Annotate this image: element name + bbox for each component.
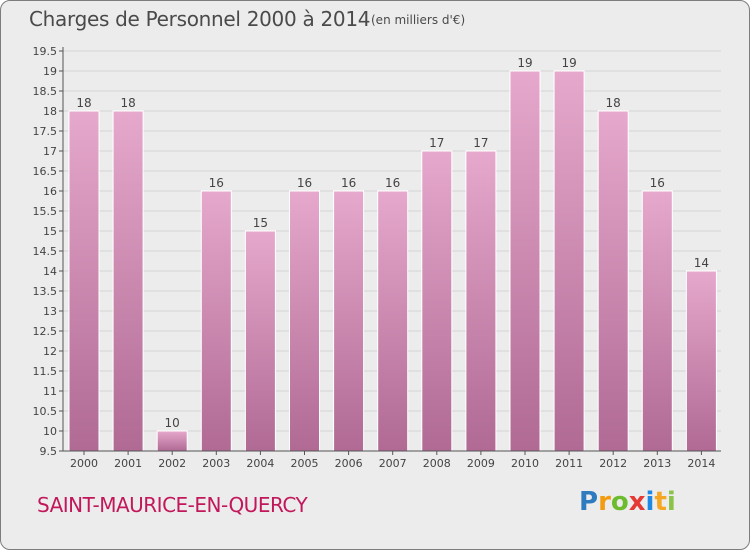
bar xyxy=(68,110,100,452)
bar xyxy=(685,270,717,452)
data-label: 14 xyxy=(694,256,709,270)
logo-letter: i xyxy=(645,487,655,517)
bars: 18 18 10 16 15 16 16 16 17 17 19 19 18 16 14 xyxy=(68,56,717,452)
data-label: 16 xyxy=(209,176,224,190)
bar xyxy=(641,190,673,452)
bar xyxy=(200,190,232,452)
x-tick-label: 2005 xyxy=(291,457,319,470)
bar xyxy=(553,70,585,452)
x-tick-label: 2007 xyxy=(379,457,407,470)
y-tick-label: 12.5 xyxy=(33,325,58,338)
axes: 9.5 10 10.5 11 11.5 12 12.5 13 13.5 14 14.5 15 15.5 1… xyxy=(33,45,721,470)
y-tick-label: 9.5 xyxy=(40,445,58,458)
logo-letter: t xyxy=(654,487,667,517)
y-tick-label: 10.5 xyxy=(33,405,58,418)
x-tick-label: 2011 xyxy=(555,457,583,470)
y-tick-label: 17 xyxy=(43,145,57,158)
bar xyxy=(244,230,276,452)
logo-letter: o xyxy=(610,487,629,517)
y-tick-label: 13 xyxy=(43,305,57,318)
x-tick-label: 2001 xyxy=(114,457,142,470)
bar xyxy=(465,150,497,452)
chart-subtitle: (en milliers d'€) xyxy=(371,13,466,27)
data-label: 16 xyxy=(650,176,665,190)
bar xyxy=(333,190,365,452)
data-label: 10 xyxy=(165,416,180,430)
y-tick-label: 18 xyxy=(43,105,57,118)
bar xyxy=(377,190,409,452)
x-tick-label: 2006 xyxy=(335,457,363,470)
x-tick-label: 2003 xyxy=(202,457,230,470)
bar xyxy=(156,430,188,452)
x-tick-label: 2014 xyxy=(687,457,715,470)
data-label: 18 xyxy=(76,96,91,110)
y-tick-label: 15 xyxy=(43,225,57,238)
y-tick-label: 11 xyxy=(43,385,57,398)
bar xyxy=(112,110,144,452)
y-tick-label: 18.5 xyxy=(33,85,58,98)
data-label: 15 xyxy=(253,216,268,230)
y-tick-label: 15.5 xyxy=(33,205,58,218)
y-tick-label: 17.5 xyxy=(33,125,58,138)
data-label: 18 xyxy=(606,96,621,110)
data-label: 17 xyxy=(473,136,488,150)
logo-letter: P xyxy=(579,487,599,517)
y-tick-label: 10 xyxy=(43,425,57,438)
x-tick-label: 2002 xyxy=(158,457,186,470)
y-tick-label: 14.5 xyxy=(33,245,58,258)
x-tick-label: 2000 xyxy=(70,457,98,470)
x-tick-label: 2010 xyxy=(511,457,539,470)
bar xyxy=(289,190,320,452)
x-tick-label: 2009 xyxy=(467,457,495,470)
y-tick-label: 16.5 xyxy=(33,165,58,178)
data-label: 19 xyxy=(517,56,532,70)
commune-name: SAINT-MAURICE-EN-QUERCY xyxy=(37,493,308,517)
proxiti-logo[interactable]: Proxiti xyxy=(579,487,676,517)
x-tick-label: 2012 xyxy=(599,457,627,470)
x-tick-label: 2004 xyxy=(246,457,274,470)
x-tick-label: 2013 xyxy=(643,457,671,470)
data-label: 19 xyxy=(561,56,576,70)
y-tick-label: 19 xyxy=(43,65,57,78)
y-tick-label: 14 xyxy=(43,265,57,278)
data-label: 16 xyxy=(297,176,312,190)
data-label: 16 xyxy=(341,176,356,190)
bar xyxy=(421,150,453,452)
chart-title: Charges de Personnel 2000 à 2014 xyxy=(29,7,371,31)
data-label: 16 xyxy=(385,176,400,190)
data-label: 18 xyxy=(120,96,135,110)
logo-letter: i xyxy=(666,487,676,517)
bar xyxy=(597,110,629,452)
y-tick-label: 16 xyxy=(43,185,57,198)
x-tick-label: 2008 xyxy=(423,457,451,470)
data-label: 17 xyxy=(429,136,444,150)
y-tick-label: 12 xyxy=(43,345,57,358)
y-tick-label: 13.5 xyxy=(33,285,58,298)
y-tick-label: 11.5 xyxy=(33,365,58,378)
y-tick-label: 19.5 xyxy=(33,45,58,58)
logo-letter: x xyxy=(628,487,646,517)
bar xyxy=(509,70,541,452)
logo-letter: r xyxy=(598,487,611,517)
